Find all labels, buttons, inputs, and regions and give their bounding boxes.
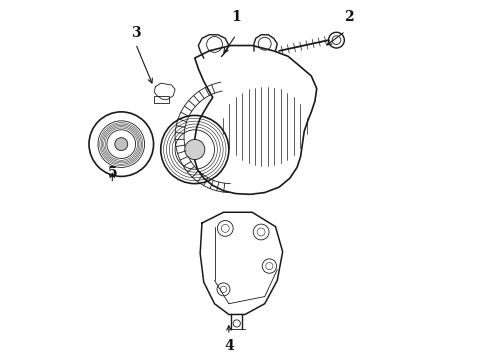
Circle shape — [115, 138, 128, 150]
Text: 5: 5 — [107, 166, 117, 180]
Circle shape — [185, 139, 205, 159]
Text: 1: 1 — [231, 10, 241, 24]
Text: 2: 2 — [344, 10, 354, 24]
Text: 4: 4 — [224, 339, 234, 353]
Text: 3: 3 — [131, 26, 141, 40]
